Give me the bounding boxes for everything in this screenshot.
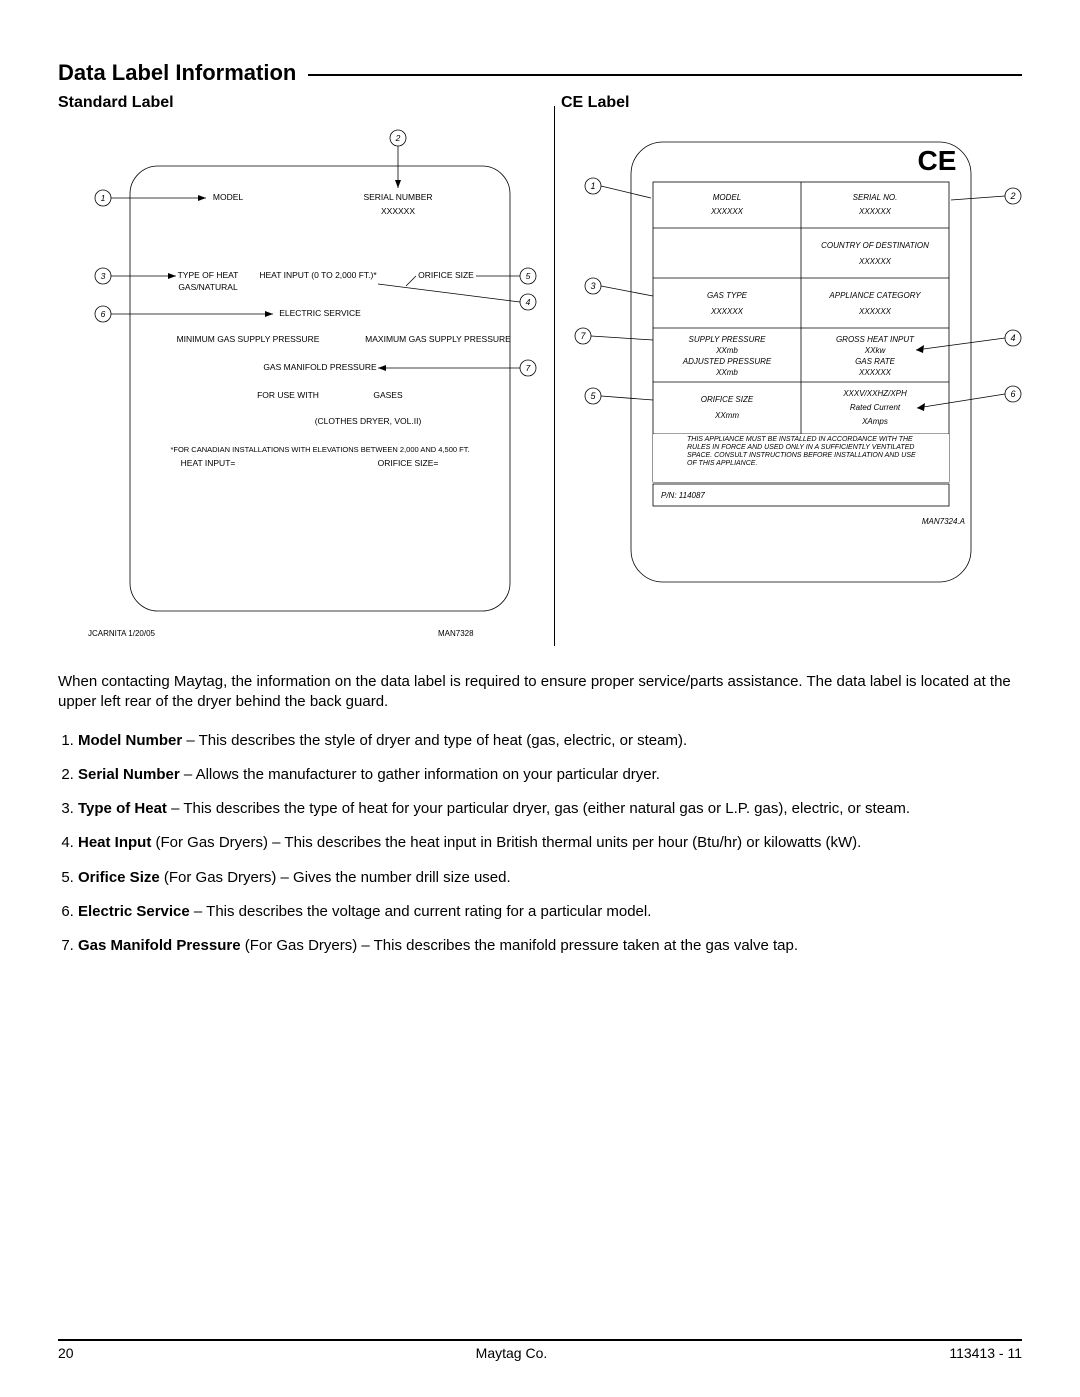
ce-supply-pressure: SUPPLY PRESSURE xyxy=(689,335,767,344)
svg-text:3: 3 xyxy=(101,271,106,281)
def-item-5: Orifice Size (For Gas Dryers) – Gives th… xyxy=(78,868,1022,888)
def-desc-3: – This describes the type of heat for yo… xyxy=(167,800,910,817)
svg-text:1: 1 xyxy=(590,181,595,191)
svg-text:2: 2 xyxy=(395,133,401,143)
def-term-4: Heat Input xyxy=(78,834,151,851)
def-item-4: Heat Input (For Gas Dryers) – This descr… xyxy=(78,833,1022,853)
ce-xxmb-2: XXmb xyxy=(715,368,738,377)
ce-warning-text: THIS APPLIANCE MUST BE INSTALLED IN ACCO… xyxy=(687,436,919,468)
lbl-min-supply: MINIMUM GAS SUPPLY PRESSURE xyxy=(177,334,320,344)
ce-volts: XXXV/XXHZ/XPH xyxy=(842,389,907,398)
ce-ref: MAN7324.A xyxy=(922,517,965,526)
page-footer: 20 Maytag Co. 113413 - 11 xyxy=(58,1339,1022,1361)
footer-company: Maytag Co. xyxy=(476,1345,548,1361)
lbl-for-use: FOR USE WITH xyxy=(257,390,319,400)
def-item-7: Gas Manifold Pressure (For Gas Dryers) –… xyxy=(78,936,1022,956)
lbl-max-supply: MAXIMUM GAS SUPPLY PRESSURE xyxy=(365,334,511,344)
def-term-7: Gas Manifold Pressure xyxy=(78,937,241,954)
footer-doc-number: 113413 - 11 xyxy=(949,1345,1022,1361)
def-desc-5: (For Gas Dryers) – Gives the number dril… xyxy=(160,869,511,886)
lbl-ref-right: MAN7328 xyxy=(438,629,474,638)
ce-gross-heat: GROSS HEAT INPUT xyxy=(836,335,915,344)
svg-text:2: 2 xyxy=(1009,191,1015,201)
lbl-xxxxxx-1: XXXXXX xyxy=(381,206,415,216)
def-term-5: Orifice Size xyxy=(78,869,160,886)
def-item-1: Model Number – This describes the style … xyxy=(78,731,1022,751)
ce-orifice: ORIFICE SIZE xyxy=(701,395,754,404)
ce-label-heading: CE Label xyxy=(561,94,1031,112)
def-term-1: Model Number xyxy=(78,732,182,749)
def-term-6: Electric Service xyxy=(78,903,190,920)
ce-mark-icon: CE xyxy=(918,145,957,176)
def-desc-2: – Allows the manufacturer to gather info… xyxy=(180,766,660,783)
svg-text:7: 7 xyxy=(580,331,586,341)
svg-text:6: 6 xyxy=(1010,389,1015,399)
ce-label-diagram: CE MODEL XXXXXX SERIAL NO. xyxy=(561,118,1031,618)
ce-gas-rate: GAS RATE xyxy=(855,357,896,366)
lbl-type-heat: TYPE OF HEAT xyxy=(178,270,239,280)
lbl-gas-natural: GAS/NATURAL xyxy=(178,282,238,292)
svg-text:4: 4 xyxy=(526,297,531,307)
ce-xamps: XAmps xyxy=(861,417,888,426)
ce-xxxxxx-6: XXXXXX xyxy=(858,368,892,377)
page-title-row: Data Label Information xyxy=(58,60,1022,86)
column-divider xyxy=(554,106,555,646)
title-rule xyxy=(308,74,1022,76)
def-desc-1: – This describes the style of dryer and … xyxy=(182,732,687,749)
ce-model: MODEL xyxy=(713,193,741,202)
definitions-list: Model Number – This describes the style … xyxy=(58,731,1022,957)
ce-adj-pressure: ADJUSTED PRESSURE xyxy=(682,357,772,366)
ce-appliance-cat: APPLIANCE CATEGORY xyxy=(828,291,921,300)
lbl-orifice: ORIFICE SIZE xyxy=(418,270,474,280)
lbl-gases: GASES xyxy=(373,390,403,400)
ce-gas-type: GAS TYPE xyxy=(707,291,748,300)
ce-xxxxxx-2: XXXXXX xyxy=(858,207,892,216)
svg-text:4: 4 xyxy=(1010,333,1015,343)
svg-text:6: 6 xyxy=(101,309,106,319)
ce-xxkw: XXkw xyxy=(864,346,887,355)
def-item-3: Type of Heat – This describes the type o… xyxy=(78,799,1022,819)
standard-label-heading: Standard Label xyxy=(58,94,548,112)
svg-text:5: 5 xyxy=(590,391,596,401)
svg-text:1: 1 xyxy=(101,193,106,203)
lbl-orifice-eq: ORIFICE SIZE= xyxy=(378,458,439,468)
lbl-manifold: GAS MANIFOLD PRESSURE xyxy=(263,362,377,372)
lbl-clothes-dryer: (CLOTHES DRYER, VOL.II) xyxy=(315,416,422,426)
lbl-heat-input: HEAT INPUT (0 TO 2,000 FT.)* xyxy=(259,270,377,280)
lbl-heat-input-eq: HEAT INPUT= xyxy=(181,458,236,468)
def-desc-4: (For Gas Dryers) – This describes the he… xyxy=(151,834,861,851)
def-item-6: Electric Service – This describes the vo… xyxy=(78,902,1022,922)
lbl-serial: SERIAL NUMBER xyxy=(363,192,432,202)
def-desc-7: (For Gas Dryers) – This describes the ma… xyxy=(241,937,798,954)
standard-label-diagram: MODEL SERIAL NUMBER XXXXXX TYPE OF HEAT … xyxy=(58,118,548,648)
footer-page-number: 20 xyxy=(58,1345,74,1361)
svg-text:5: 5 xyxy=(526,271,531,281)
lbl-ref-left: JCARNITA 1/20/05 xyxy=(88,629,156,638)
ce-rated-current: Rated Current xyxy=(850,403,901,412)
page-title: Data Label Information xyxy=(58,60,296,86)
ce-serial: SERIAL NO. xyxy=(853,193,898,202)
ce-country: COUNTRY OF DESTINATION xyxy=(821,241,929,250)
lbl-model: MODEL xyxy=(213,192,244,202)
ce-xxxxxx-3: XXXXXX xyxy=(858,257,892,266)
lbl-electric-service: ELECTRIC SERVICE xyxy=(279,308,361,318)
lbl-canadian: *FOR CANADIAN INSTALLATIONS WITH ELEVATI… xyxy=(170,445,469,454)
ce-xxxxxx-5: XXXXXX xyxy=(858,307,892,316)
svg-text:3: 3 xyxy=(590,281,595,291)
ce-xxmm: XXmm xyxy=(714,411,739,420)
ce-pn: P/N: 114087 xyxy=(661,491,705,500)
svg-text:7: 7 xyxy=(526,363,531,373)
def-desc-6: – This describes the voltage and current… xyxy=(190,903,652,920)
def-term-3: Type of Heat xyxy=(78,800,167,817)
intro-paragraph: When contacting Maytag, the information … xyxy=(58,672,1022,713)
ce-xxxxxx-4: XXXXXX xyxy=(710,307,744,316)
ce-xxxxxx-1: XXXXXX xyxy=(710,207,744,216)
def-item-2: Serial Number – Allows the manufacturer … xyxy=(78,765,1022,785)
def-term-2: Serial Number xyxy=(78,766,180,783)
ce-xxmb-1: XXmb xyxy=(715,346,738,355)
